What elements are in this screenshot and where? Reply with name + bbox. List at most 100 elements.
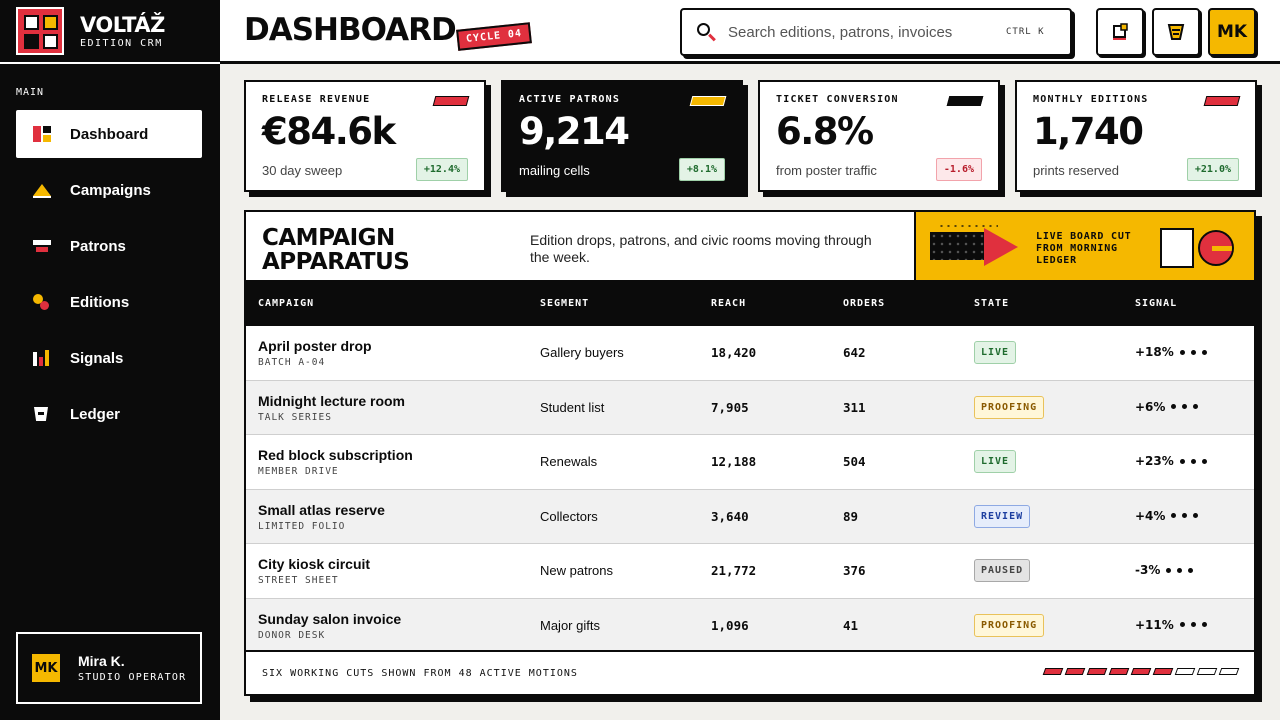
kpi-card-patrons[interactable]: ACTIVE PATRONS 9,214 mailing cells +8.1% xyxy=(501,80,743,192)
segment-cell: Renewals xyxy=(540,454,598,470)
more-icon[interactable] xyxy=(1179,458,1207,464)
notes-button[interactable] xyxy=(1152,8,1200,56)
kpi-card-editions[interactable]: MONTHLY EDITIONS 1,740 prints reserved +… xyxy=(1015,80,1257,192)
patrons-icon xyxy=(32,236,52,256)
campaign-icon xyxy=(32,180,52,200)
page-segment[interactable] xyxy=(1086,668,1108,675)
table-row[interactable]: Red block subscription MEMBER DRIVE Renew… xyxy=(246,435,1254,490)
circle-icon xyxy=(1198,230,1234,266)
campaign-name: April poster drop xyxy=(258,338,372,354)
kpi-caption: prints reserved xyxy=(1033,163,1119,178)
brand-logo-icon xyxy=(16,7,64,55)
panel-title: CAMPAIGN APPARATUS xyxy=(262,226,462,274)
panel-footer: SIX WORKING CUTS SHOWN FROM 48 ACTIVE MO… xyxy=(246,650,1254,694)
avatar: MK xyxy=(32,654,60,682)
column-header-campaign[interactable]: CAMPAIGN xyxy=(258,298,315,309)
search-box[interactable]: CTRL K xyxy=(680,8,1072,56)
campaign-code: TALK SERIES xyxy=(258,411,332,423)
banner-text-line: FROM MORNING xyxy=(1036,243,1118,254)
page-segment[interactable] xyxy=(1130,668,1152,675)
kpi-delta-badge: +12.4% xyxy=(415,158,468,181)
campaign-name: Red block subscription xyxy=(258,447,413,464)
topbar: DASHBOARD CYCLE 04 CTRL K MK xyxy=(220,0,1280,64)
column-header-orders[interactable]: ORDERS xyxy=(843,298,886,309)
signal-cell: +11% xyxy=(1135,618,1207,632)
table-row[interactable]: Midnight lecture room TALK SERIES Student… xyxy=(246,380,1254,436)
live-board-banner[interactable]: LIVE BOARD CUT FROM MORNING LEDGER xyxy=(914,212,1254,280)
campaign-name: Sunday salon invoice xyxy=(258,610,402,627)
column-header-state[interactable]: STATE xyxy=(974,298,1010,309)
sidebar-item-label: Editions xyxy=(70,293,130,311)
campaign-panel: CAMPAIGN APPARATUS Edition drops, patron… xyxy=(244,210,1256,696)
page-segment[interactable] xyxy=(1196,668,1218,675)
table-header: CAMPAIGN SEGMENT REACH ORDERS STATE SIGN… xyxy=(246,282,1254,326)
user-role: STUDIO OPERATOR xyxy=(78,672,187,683)
page-segment[interactable] xyxy=(1152,668,1174,675)
column-header-segment[interactable]: SEGMENT xyxy=(540,298,590,309)
signal-cell: +23% xyxy=(1135,454,1207,468)
footer-summary: SIX WORKING CUTS SHOWN FROM 48 ACTIVE MO… xyxy=(262,668,578,679)
kpi-label: RELEASE REVENUE xyxy=(262,94,371,105)
kpi-label: MONTHLY EDITIONS xyxy=(1033,94,1149,105)
table-row[interactable]: Small atlas reserve LIMITED FOLIO Collect… xyxy=(246,489,1254,545)
sidebar-item-ledger[interactable]: Ledger xyxy=(16,390,202,438)
campaign-code: MEMBER DRIVE xyxy=(258,466,339,478)
profile-button[interactable]: MK xyxy=(1208,8,1256,56)
signals-icon xyxy=(32,348,52,368)
signal-cell: +18% xyxy=(1135,345,1207,359)
page-segment[interactable] xyxy=(1042,668,1064,675)
page-segment[interactable] xyxy=(1218,668,1240,675)
sidebar-item-patrons[interactable]: Patrons xyxy=(16,222,202,270)
more-icon[interactable] xyxy=(1166,567,1194,573)
notifications-button[interactable] xyxy=(1096,8,1144,56)
kpi-card-revenue[interactable]: RELEASE REVENUE €84.6k 30 day sweep +12.… xyxy=(244,80,486,192)
kpi-value: 9,214 xyxy=(519,110,630,153)
sidebar-item-label: Campaigns xyxy=(70,181,151,199)
sidebar-item-editions[interactable]: Editions xyxy=(16,278,202,326)
more-icon[interactable] xyxy=(1179,349,1207,355)
cycle-badge: CYCLE 04 xyxy=(456,22,533,51)
reach-cell: 1,096 xyxy=(711,617,749,633)
search-input[interactable] xyxy=(728,23,998,41)
more-icon[interactable] xyxy=(1171,513,1199,519)
sidebar-item-label: Dashboard xyxy=(70,125,149,143)
page-segment[interactable] xyxy=(1174,668,1196,675)
status-badge: PROOFING xyxy=(974,613,1045,637)
flag-icon xyxy=(689,96,727,106)
campaign-code: DONOR DESK xyxy=(258,629,326,641)
kpi-card-conversion[interactable]: TICKET CONVERSION 6.8% from poster traff… xyxy=(758,80,1000,192)
kpi-caption: mailing cells xyxy=(519,163,590,178)
search-shortcut: CTRL K xyxy=(1006,27,1045,37)
panel-description: Edition drops, patrons, and civic rooms … xyxy=(530,232,872,265)
user-card[interactable]: MK Mira K. STUDIO OPERATOR xyxy=(16,632,202,704)
page-segment[interactable] xyxy=(1108,668,1130,675)
sidebar-item-label: Patrons xyxy=(70,237,126,255)
campaign-name: Small atlas reserve xyxy=(258,501,385,518)
table-row[interactable]: City kiosk circuit STREET SHEET New patro… xyxy=(246,544,1254,599)
brand[interactable]: VOLTÁŽ EDITION CRM xyxy=(0,0,220,64)
signal-value: +18% xyxy=(1135,345,1174,359)
table-row[interactable]: Sunday salon invoice DONOR DESK Major gif… xyxy=(246,598,1254,654)
flag-icon xyxy=(432,96,470,106)
sidebar-item-signals[interactable]: Signals xyxy=(16,334,202,382)
column-header-signal[interactable]: SIGNAL xyxy=(1135,298,1178,309)
table-row[interactable]: April poster drop BATCH A-04 Gallery buye… xyxy=(246,326,1254,381)
column-header-reach[interactable]: REACH xyxy=(711,298,747,309)
note-icon xyxy=(1167,24,1185,40)
page-indicator[interactable] xyxy=(1042,668,1240,675)
segment-cell: Student list xyxy=(540,399,605,415)
campaign-name: Midnight lecture room xyxy=(258,392,405,409)
kpi-value: 6.8% xyxy=(776,110,874,153)
page-segment[interactable] xyxy=(1064,668,1086,675)
kpi-label: TICKET CONVERSION xyxy=(776,94,899,105)
kpi-caption: from poster traffic xyxy=(776,163,877,178)
campaign-code: STREET SHEET xyxy=(258,575,339,587)
kpi-label: ACTIVE PATRONS xyxy=(519,94,621,105)
sidebar-item-campaigns[interactable]: Campaigns xyxy=(16,166,202,214)
dashboard-icon xyxy=(32,124,52,144)
more-icon[interactable] xyxy=(1179,622,1207,628)
sidebar-item-dashboard[interactable]: Dashboard xyxy=(16,110,202,158)
halftone-block-icon xyxy=(930,232,986,260)
status-badge: LIVE xyxy=(974,341,1017,364)
more-icon[interactable] xyxy=(1171,404,1199,410)
